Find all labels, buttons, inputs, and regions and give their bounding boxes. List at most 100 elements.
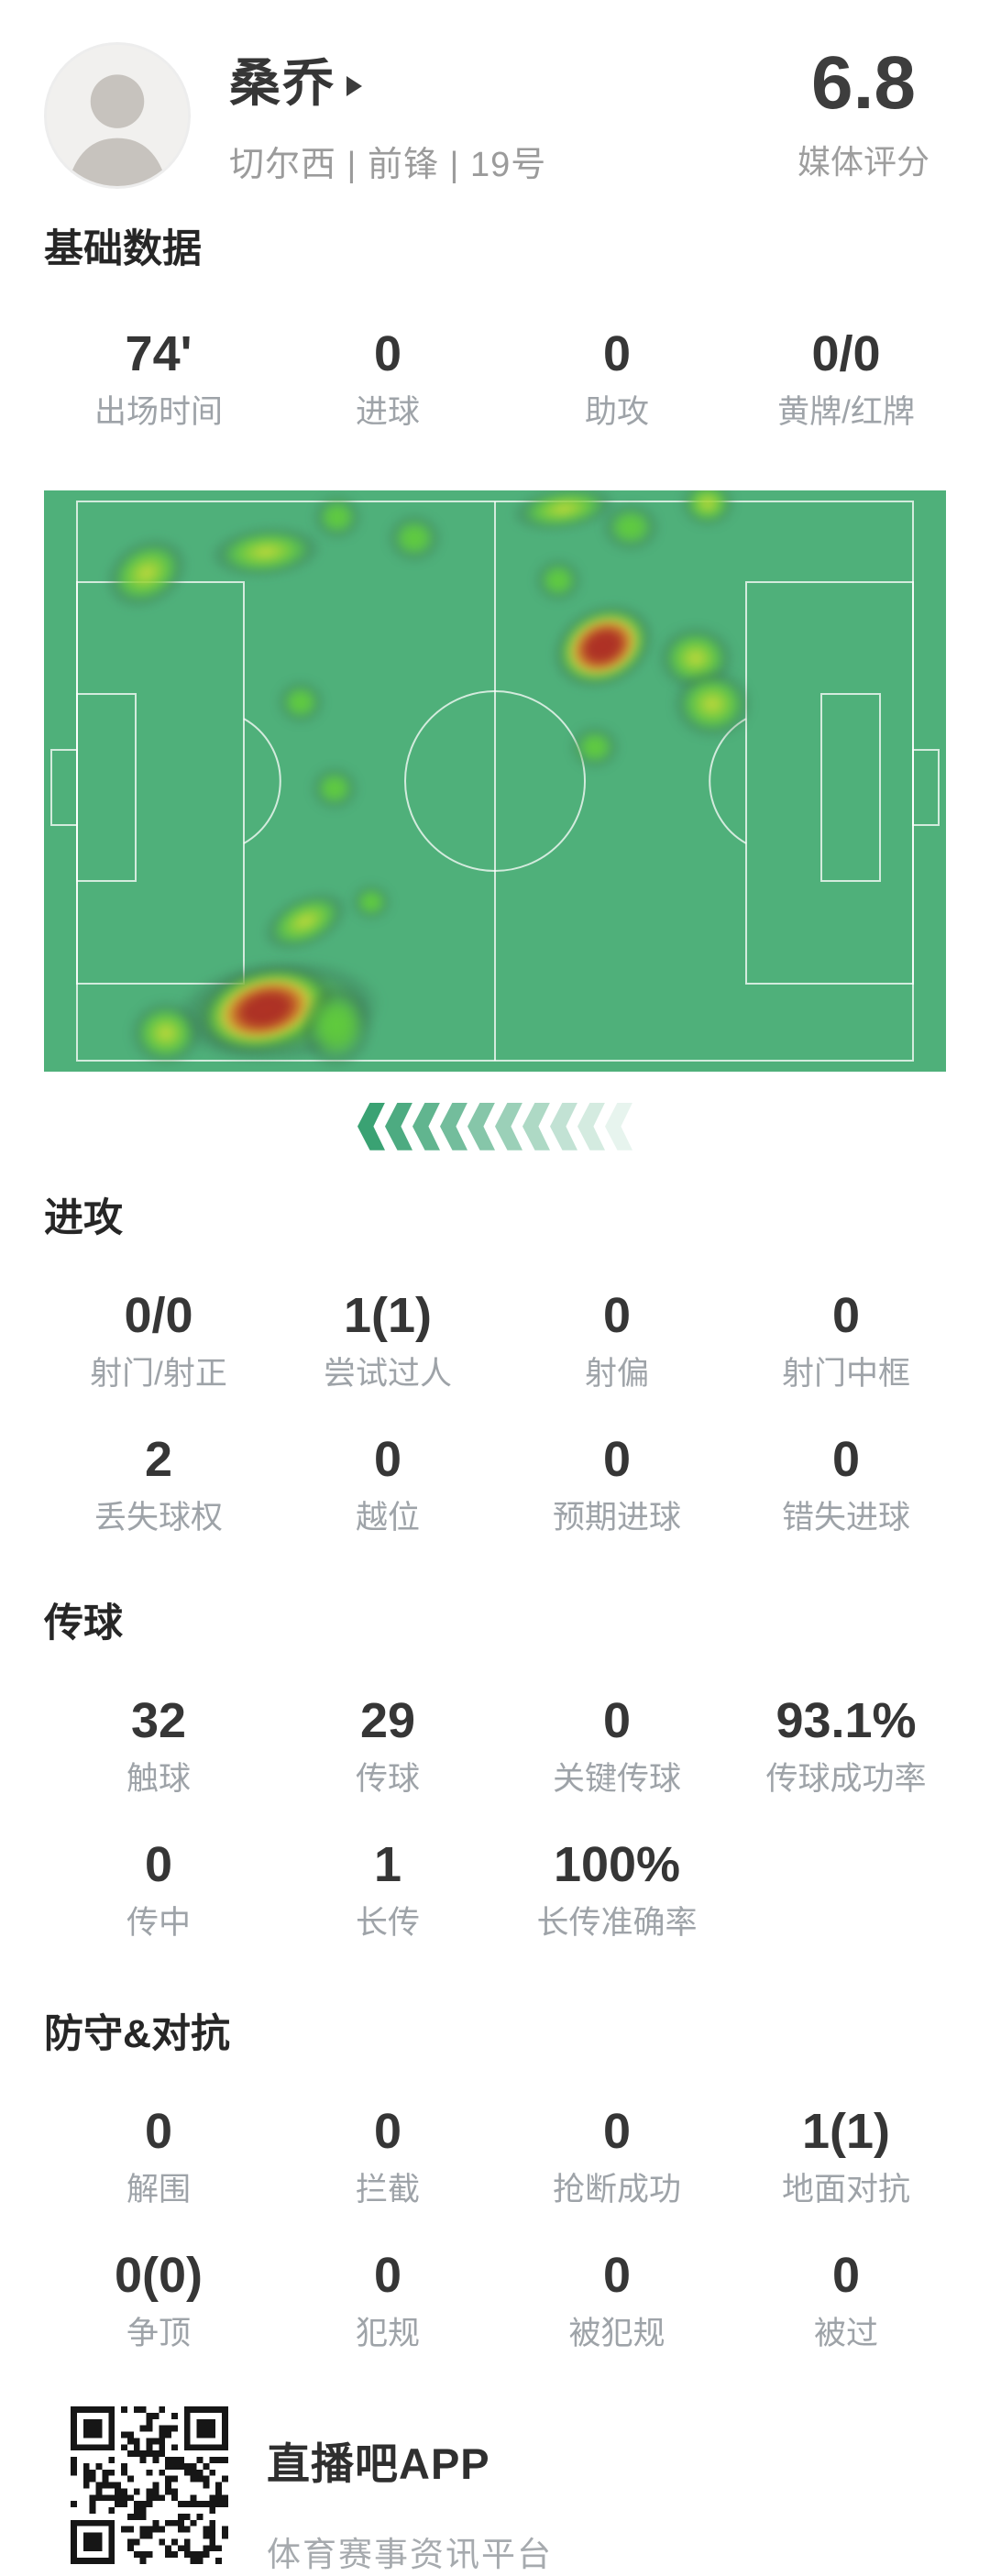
heat-spot xyxy=(387,512,442,563)
stat-item: 0 进球 xyxy=(273,329,502,431)
stat-value: 0 xyxy=(831,1432,861,1488)
caret-right-icon xyxy=(346,75,362,96)
chevron-left-icon xyxy=(412,1102,440,1150)
stat-value: 1(1) xyxy=(801,2104,891,2159)
chevron-left-icon xyxy=(605,1102,632,1150)
stat-label: 地面对抗 xyxy=(781,2172,910,2207)
stat-item: 0/0 黄牌/红牌 xyxy=(732,329,961,431)
stats-grid: 32 触球 29 传球 0 关键传球 93.1% 传球成功率 0 传中 1 长传 100% 长传准确率 xyxy=(44,1696,990,1943)
stat-label: 被犯规 xyxy=(568,2316,666,2352)
app-tagline: 体育赛事资讯平台 xyxy=(267,2535,553,2573)
stat-value: 1(1) xyxy=(343,1288,433,1344)
stat-label: 射门中框 xyxy=(781,1356,910,1393)
avatar-placeholder-icon xyxy=(47,45,188,186)
qr-code xyxy=(71,2405,228,2564)
stat-item: 0 传中 xyxy=(44,1840,273,1942)
stat-value: 0 xyxy=(602,2248,632,2304)
stat-value: 0/0 xyxy=(124,1288,193,1344)
stat-label: 争顶 xyxy=(126,2316,191,2352)
stat-item: 0 解围 xyxy=(44,2107,273,2208)
stat-label: 射偏 xyxy=(584,1356,649,1393)
stat-value: 93.1% xyxy=(776,1693,917,1749)
stat-label: 抢断成功 xyxy=(552,2172,681,2207)
stat-item: 0/0 射门/射正 xyxy=(44,1291,273,1393)
chevron-left-icon xyxy=(550,1102,578,1150)
stat-value: 0 xyxy=(602,2104,632,2159)
stat-value: 100% xyxy=(553,1837,681,1893)
section-attack: 进攻 0/0 射门/射正 1(1) 尝试过人 0 射偏 0 射门中框 2 丢失球权 0 越位 0 预期进球 0… xyxy=(0,1196,990,1537)
stat-label: 关键传球 xyxy=(552,1761,681,1798)
section-defense: 防守&对抗 0 解围 0 拦截 0 抢断成功 1(1) 地面对抗 0(0) 争顶 0 犯规 0 被犯规 0 被过 xyxy=(0,2012,990,2353)
player-avatar xyxy=(44,42,191,189)
heat-spot xyxy=(277,679,324,724)
stat-label: 出场时间 xyxy=(94,394,223,431)
stat-value: 0 xyxy=(144,2104,173,2159)
stats-grid: 0/0 射门/射正 1(1) 尝试过人 0 射偏 0 射门中框 2 丢失球权 0 越位 0 预期进球 0 错失… xyxy=(44,1291,990,1537)
stat-label: 助攻 xyxy=(584,394,649,431)
chevron-left-icon xyxy=(578,1102,605,1150)
stat-item: 93.1% 传球成功率 xyxy=(732,1696,961,1798)
stat-label: 黄牌/红牌 xyxy=(777,394,915,431)
stat-value: 0 xyxy=(602,1288,632,1344)
stat-label: 丢失球权 xyxy=(94,1500,223,1536)
footer-text: 直播吧APP 体育赛事资讯平台 xyxy=(267,2406,553,2576)
app-footer: 直播吧APP 体育赛事资讯平台 xyxy=(71,2405,990,2576)
stat-value: 0 xyxy=(831,2248,861,2304)
heat-spot xyxy=(534,557,582,602)
stat-item: 29 传球 xyxy=(273,1696,502,1798)
heat-spot xyxy=(351,883,391,920)
stat-label: 长传 xyxy=(355,1905,420,1942)
stat-value: 2 xyxy=(144,1432,173,1488)
stat-label: 长传准确率 xyxy=(536,1905,698,1942)
stat-item: 1(1) 地面对抗 xyxy=(732,2107,961,2208)
stat-value: 74' xyxy=(125,326,192,382)
stat-item: 100% 长传准确率 xyxy=(502,1840,732,1942)
stat-value: 0 xyxy=(602,1432,632,1488)
section-title: 传球 xyxy=(44,1601,123,1646)
player-info: 桑乔 切尔西 | 前锋 | 19号 xyxy=(229,42,781,186)
stat-label: 传中 xyxy=(126,1905,191,1942)
stat-item: 0 拦截 xyxy=(273,2107,502,2208)
attack-direction-arrows xyxy=(0,1102,990,1150)
stats-grid: 74' 出场时间 0 进球 0 助攻 0/0 黄牌/红牌 xyxy=(44,329,990,431)
heat-spot xyxy=(313,493,362,540)
stat-value: 0 xyxy=(373,2104,402,2159)
stat-value: 0 xyxy=(373,326,402,382)
player-name: 桑乔 xyxy=(229,54,336,112)
chevron-left-icon xyxy=(358,1102,385,1150)
heat-spot xyxy=(672,668,753,739)
stat-label: 拦截 xyxy=(355,2172,420,2207)
chevron-left-icon xyxy=(468,1102,495,1150)
stat-label: 传球成功率 xyxy=(765,1761,927,1798)
pitch-lines xyxy=(50,500,940,1062)
stat-item: 0 射门中框 xyxy=(732,1291,961,1393)
stat-value: 32 xyxy=(130,1693,187,1749)
heatmap-pitch xyxy=(44,490,946,1072)
stat-item: 74' 出场时间 xyxy=(44,329,273,431)
stat-value: 0 xyxy=(602,326,632,382)
heat-spot xyxy=(570,724,620,769)
player-meta: 切尔西 | 前锋 | 19号 xyxy=(229,145,547,184)
stat-label: 传球 xyxy=(355,1761,420,1798)
stat-item: 32 触球 xyxy=(44,1696,273,1798)
section-title: 基础数据 xyxy=(44,227,202,271)
player-name-link[interactable]: 桑乔 xyxy=(229,55,781,112)
stat-value: 0 xyxy=(144,1837,173,1893)
stat-label: 触球 xyxy=(126,1761,191,1798)
stat-label: 进球 xyxy=(355,394,420,431)
stat-value: 0 xyxy=(602,1693,632,1749)
stat-item: 0 预期进球 xyxy=(502,1435,732,1536)
stat-item: 1 长传 xyxy=(273,1840,502,1942)
heat-spot xyxy=(311,765,358,810)
stat-label: 射门/射正 xyxy=(90,1356,227,1393)
chevron-left-icon xyxy=(522,1102,550,1150)
stat-item: 0 越位 xyxy=(273,1435,502,1536)
section-title: 防守&对抗 xyxy=(44,2011,231,2056)
stat-item: 0 被过 xyxy=(732,2251,961,2352)
stat-value: 29 xyxy=(359,1693,416,1749)
stat-item: 1(1) 尝试过人 xyxy=(273,1291,502,1393)
heat-spot xyxy=(680,490,735,527)
stat-item: 0(0) 争顶 xyxy=(44,2251,273,2352)
section-title: 进攻 xyxy=(44,1195,123,1240)
chevron-left-icon xyxy=(440,1102,468,1150)
